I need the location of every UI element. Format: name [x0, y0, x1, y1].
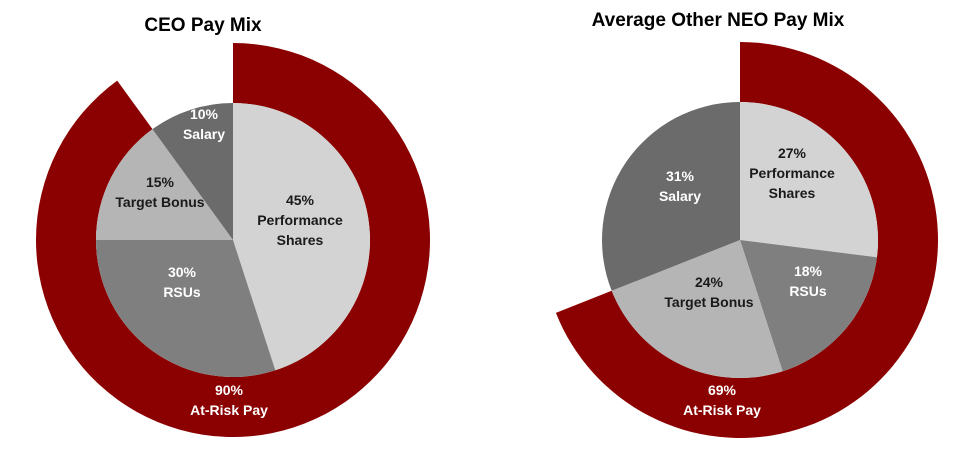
pie-slice-target-bonus: [96, 129, 233, 240]
pie-slice-target-bonus: [611, 240, 783, 379]
pie-slice-rsus: [740, 240, 877, 372]
slice-labels: 27% Performance Shares 18% RSUs 24% Target Bon…: [659, 145, 835, 310]
at-risk-ring: [35, 43, 430, 438]
at-risk-percent-label: 69%: [708, 382, 737, 398]
at-risk-percent-label: 90%: [215, 382, 244, 398]
pie-slices: [601, 102, 878, 379]
slice-name-label: Salary: [659, 188, 701, 204]
slice-percent-label: 10%: [190, 106, 219, 122]
pie-slice-performance-shares: [740, 102, 878, 258]
ceo-pay-mix-chart: CEO Pay Mix 45% Performance Shares 30% RSUs 1…: [35, 15, 430, 438]
chart-title: CEO Pay Mix: [144, 15, 262, 36]
slice-percent-label: 24%: [695, 274, 724, 290]
slice-name-label: Shares: [769, 185, 816, 201]
neo-pay-mix-chart: Average Other NEO Pay Mix 27% Performance…: [555, 10, 938, 439]
slice-labels: 45% Performance Shares 30% RSUs 15% Target Bon…: [115, 106, 343, 300]
pie-slice-salary: [152, 103, 233, 240]
at-risk-name-label: At-Risk Pay: [190, 402, 268, 418]
slice-percent-label: 18%: [794, 263, 823, 279]
pie-slices: [96, 103, 370, 377]
slice-name-label: RSUs: [789, 283, 827, 299]
slice-percent-label: 45%: [286, 192, 315, 208]
at-risk-label: 90% At-Risk Pay: [190, 382, 268, 418]
pie-slice-salary: [601, 102, 740, 291]
slice-name-label: Target Bonus: [115, 194, 204, 210]
slice-name-label: RSUs: [163, 284, 201, 300]
chart-title: Average Other NEO Pay Mix: [592, 10, 845, 31]
at-risk-ring: [555, 42, 938, 439]
slice-name-label: Salary: [183, 126, 225, 142]
at-risk-name-label: At-Risk Pay: [683, 402, 761, 418]
pie-slice-performance-shares: [233, 103, 370, 371]
pie-slice-rsus: [96, 240, 276, 377]
slice-percent-label: 27%: [778, 145, 807, 161]
slice-name-label: Performance: [257, 212, 343, 228]
slice-percent-label: 31%: [666, 168, 695, 184]
slice-percent-label: 15%: [146, 174, 175, 190]
slice-percent-label: 30%: [168, 264, 197, 280]
at-risk-ring-arc: [555, 42, 938, 439]
at-risk-label: 69% At-Risk Pay: [683, 382, 761, 418]
at-risk-ring-arc: [35, 43, 430, 438]
slice-name-label: Performance: [749, 165, 835, 181]
slice-name-label: Shares: [277, 232, 324, 248]
slice-name-label: Target Bonus: [664, 294, 753, 310]
